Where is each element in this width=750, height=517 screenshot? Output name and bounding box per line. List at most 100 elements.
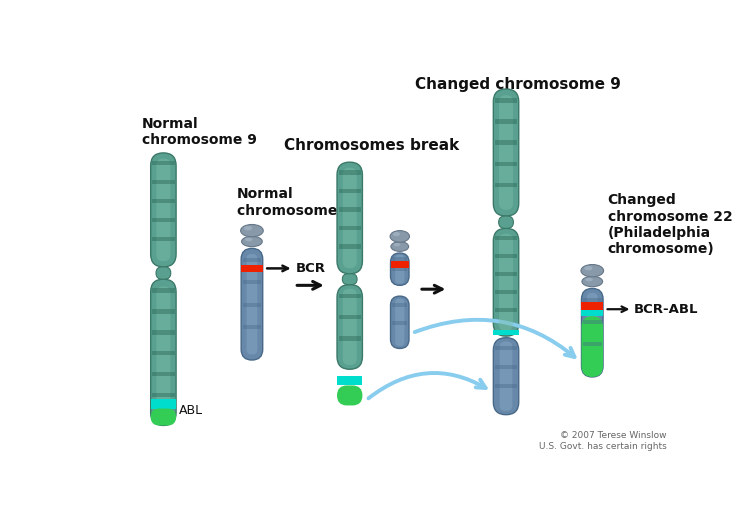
- Bar: [357, 274, 363, 284]
- Bar: [495, 119, 517, 124]
- FancyBboxPatch shape: [157, 159, 170, 261]
- FancyBboxPatch shape: [337, 162, 362, 274]
- Bar: [338, 170, 361, 175]
- Ellipse shape: [581, 265, 604, 277]
- Text: ABL: ABL: [179, 404, 203, 417]
- Bar: [583, 342, 602, 346]
- FancyBboxPatch shape: [247, 254, 257, 355]
- Bar: [243, 302, 261, 307]
- FancyBboxPatch shape: [581, 288, 603, 377]
- Ellipse shape: [390, 231, 410, 242]
- Bar: [392, 303, 407, 307]
- Ellipse shape: [393, 232, 400, 236]
- Bar: [495, 290, 517, 294]
- FancyBboxPatch shape: [151, 408, 176, 425]
- Bar: [495, 141, 517, 145]
- FancyBboxPatch shape: [337, 386, 362, 405]
- Bar: [152, 218, 175, 222]
- Bar: [152, 180, 175, 185]
- Bar: [583, 320, 602, 324]
- FancyBboxPatch shape: [391, 253, 409, 285]
- FancyBboxPatch shape: [395, 254, 404, 284]
- FancyBboxPatch shape: [395, 299, 404, 346]
- Text: Changed
chromosome 22
(Philadelphia
chromosome): Changed chromosome 22 (Philadelphia chro…: [608, 193, 733, 256]
- Bar: [152, 351, 175, 355]
- Bar: [338, 336, 361, 341]
- Ellipse shape: [584, 266, 592, 270]
- FancyBboxPatch shape: [151, 153, 176, 267]
- FancyBboxPatch shape: [500, 342, 512, 411]
- Bar: [495, 365, 517, 369]
- Bar: [338, 315, 361, 320]
- Bar: [150, 267, 156, 279]
- Bar: [152, 372, 175, 376]
- Bar: [242, 265, 262, 272]
- Bar: [495, 272, 517, 277]
- FancyBboxPatch shape: [156, 267, 171, 279]
- Ellipse shape: [242, 236, 262, 247]
- FancyBboxPatch shape: [499, 216, 514, 229]
- Bar: [392, 321, 407, 325]
- Bar: [338, 207, 361, 212]
- Bar: [392, 268, 407, 271]
- Bar: [495, 384, 517, 388]
- FancyBboxPatch shape: [587, 293, 598, 373]
- Bar: [581, 310, 603, 316]
- FancyBboxPatch shape: [242, 248, 262, 360]
- Bar: [583, 298, 602, 302]
- FancyBboxPatch shape: [157, 286, 170, 418]
- FancyBboxPatch shape: [499, 234, 513, 331]
- Bar: [392, 257, 407, 261]
- Bar: [338, 245, 361, 249]
- Bar: [152, 330, 175, 334]
- Bar: [152, 237, 175, 241]
- Bar: [495, 346, 517, 349]
- FancyBboxPatch shape: [337, 284, 362, 369]
- FancyBboxPatch shape: [151, 279, 176, 425]
- FancyBboxPatch shape: [581, 316, 603, 377]
- Bar: [171, 267, 177, 279]
- Bar: [495, 236, 517, 240]
- Bar: [493, 216, 499, 229]
- Ellipse shape: [245, 238, 253, 241]
- FancyBboxPatch shape: [342, 274, 357, 284]
- Text: BCR-ABL: BCR-ABL: [634, 303, 698, 316]
- Bar: [581, 302, 603, 310]
- Ellipse shape: [394, 243, 400, 247]
- Bar: [338, 189, 361, 193]
- Bar: [338, 226, 361, 231]
- FancyBboxPatch shape: [499, 95, 513, 210]
- Bar: [151, 399, 176, 408]
- Bar: [152, 288, 175, 293]
- Text: Changed chromosome 9: Changed chromosome 9: [415, 78, 620, 93]
- Bar: [152, 199, 175, 204]
- Bar: [495, 308, 517, 312]
- Bar: [337, 376, 362, 386]
- Bar: [494, 330, 519, 334]
- Ellipse shape: [582, 277, 602, 287]
- Text: Normal
chromosome 22: Normal chromosome 22: [236, 187, 362, 218]
- FancyBboxPatch shape: [494, 89, 519, 216]
- Ellipse shape: [391, 241, 409, 251]
- FancyBboxPatch shape: [494, 338, 519, 415]
- Bar: [243, 280, 261, 284]
- Text: Chromosomes break: Chromosomes break: [284, 138, 459, 153]
- Bar: [152, 309, 175, 314]
- Text: © 2007 Terese Winslow
U.S. Govt. has certain rights: © 2007 Terese Winslow U.S. Govt. has cer…: [539, 432, 667, 451]
- Bar: [243, 325, 261, 329]
- FancyBboxPatch shape: [343, 168, 357, 268]
- Bar: [495, 183, 517, 187]
- Bar: [336, 274, 342, 284]
- Bar: [495, 161, 517, 166]
- Ellipse shape: [241, 224, 263, 237]
- Bar: [152, 161, 175, 165]
- Bar: [152, 392, 175, 397]
- Bar: [495, 98, 517, 103]
- Bar: [495, 254, 517, 258]
- Text: BCR: BCR: [296, 262, 326, 275]
- Ellipse shape: [585, 278, 592, 281]
- Bar: [514, 216, 520, 229]
- Bar: [391, 261, 409, 268]
- Bar: [243, 258, 261, 262]
- FancyBboxPatch shape: [343, 289, 357, 365]
